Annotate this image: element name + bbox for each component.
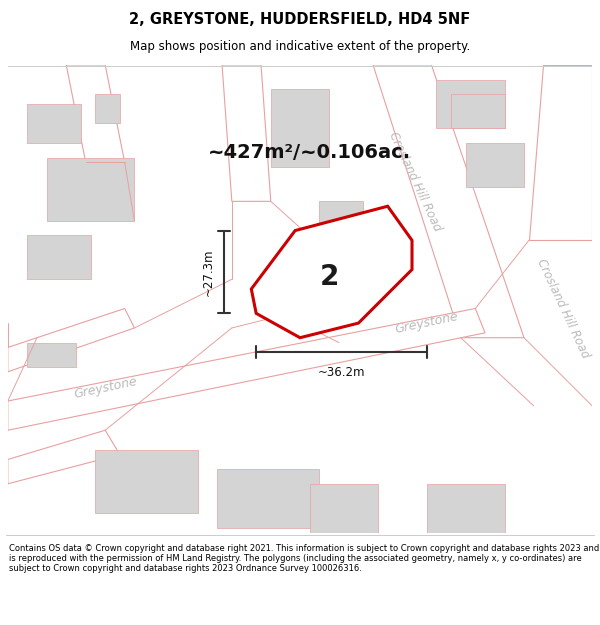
Text: Map shows position and indicative extent of the property.: Map shows position and indicative extent… xyxy=(130,40,470,53)
Polygon shape xyxy=(8,309,485,430)
Text: ~27.3m: ~27.3m xyxy=(201,248,214,296)
Text: Greystone: Greystone xyxy=(73,375,138,401)
Polygon shape xyxy=(251,206,412,338)
Polygon shape xyxy=(271,89,329,168)
Text: Crosland Hill Road: Crosland Hill Road xyxy=(534,257,592,360)
Polygon shape xyxy=(47,158,134,221)
Polygon shape xyxy=(529,65,592,240)
Polygon shape xyxy=(353,245,392,279)
Text: Greystone: Greystone xyxy=(394,310,460,336)
Polygon shape xyxy=(95,450,198,513)
Text: ~36.2m: ~36.2m xyxy=(317,366,365,379)
Polygon shape xyxy=(217,469,319,528)
Polygon shape xyxy=(222,65,271,201)
Polygon shape xyxy=(8,309,134,372)
Polygon shape xyxy=(66,65,125,162)
Polygon shape xyxy=(27,104,81,143)
Text: ~427m²/~0.106ac.: ~427m²/~0.106ac. xyxy=(208,143,412,162)
Polygon shape xyxy=(436,79,505,128)
Polygon shape xyxy=(427,484,505,532)
Polygon shape xyxy=(27,236,91,279)
Polygon shape xyxy=(373,65,524,338)
Polygon shape xyxy=(466,143,524,187)
Polygon shape xyxy=(27,342,76,367)
Polygon shape xyxy=(310,484,378,532)
Polygon shape xyxy=(95,94,120,124)
Text: Crosland Hill Road: Crosland Hill Road xyxy=(386,130,443,234)
Text: Contains OS data © Crown copyright and database right 2021. This information is : Contains OS data © Crown copyright and d… xyxy=(9,544,599,573)
Polygon shape xyxy=(8,430,120,484)
Text: 2, GREYSTONE, HUDDERSFIELD, HD4 5NF: 2, GREYSTONE, HUDDERSFIELD, HD4 5NF xyxy=(130,12,470,27)
Text: 2: 2 xyxy=(320,263,339,291)
Polygon shape xyxy=(319,201,364,245)
Polygon shape xyxy=(451,94,505,128)
